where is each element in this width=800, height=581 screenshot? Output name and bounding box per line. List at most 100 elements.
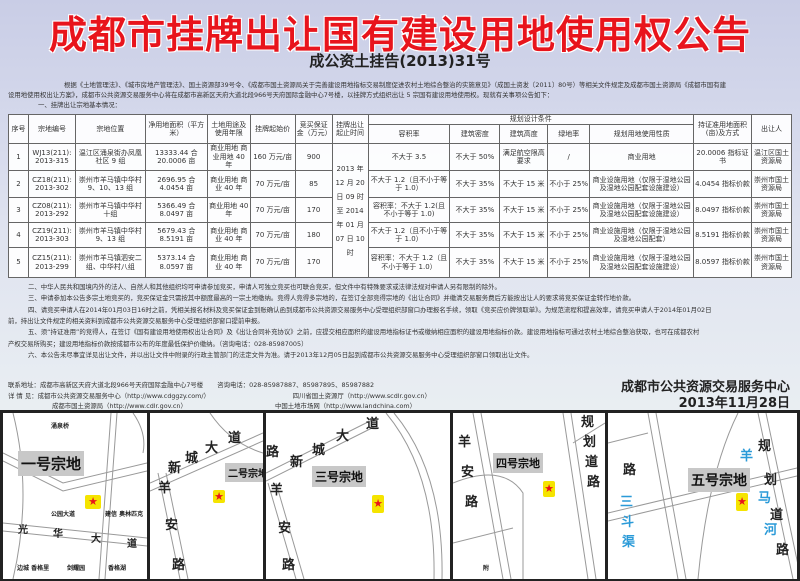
parcel-table: 序号 宗地编号 宗地位置 净用地面积（平方米） 土地用途及使用年限 挂牌起始价 … — [8, 114, 793, 278]
cell-height: 不大于 15 米 — [499, 222, 549, 248]
map-label: 新 — [290, 455, 304, 470]
map-label: 安 — [278, 521, 292, 536]
cell-start-price: 70 万元/亩 — [249, 222, 296, 248]
map-label: 道 — [228, 431, 242, 446]
map-label: 光 — [18, 525, 28, 536]
cell-no: 5 — [8, 247, 29, 278]
parcel-1-marker-icon: ★ — [85, 495, 101, 509]
intro-line: 设用地使用权出让方案》，成都市公共资源交易服务中心将在成都市高新区天府大道北段9… — [8, 91, 554, 99]
parcel-4-tag: 四号宗地 — [493, 453, 543, 473]
cell-grantor: 崇州市国土资源局 — [750, 247, 793, 278]
link-cdlr[interactable]: 成都市国土资源局（http://www.cdlr.gov.cn） — [52, 402, 187, 410]
map-label: 涌泉桥 — [51, 423, 70, 430]
header-no: 序号 — [8, 114, 29, 144]
notice-item: 四、请竞买申请人在2014年01月03日16时之前，凭相关报名材料及竞买保证金到… — [28, 305, 712, 314]
page-title: 成都市挂牌出让国有建设用地使用权公告 — [48, 12, 751, 57]
parcel-2-marker-icon: ★ — [213, 490, 225, 503]
cell-area: 2696.95 合 4.0454 亩 — [144, 170, 208, 198]
cell-code: CZ15(211): 2013-299 — [27, 247, 76, 278]
cell-deposit: 85 — [294, 170, 333, 198]
table-row: 3 CZ08(211): 2013-292 崇州市羊马镇中华村十组 5366.49 合… — [8, 197, 793, 223]
cell-deposit: 900 — [294, 143, 333, 171]
phone-label: 咨询电话： — [217, 381, 250, 389]
cell-no: 3 — [8, 197, 29, 223]
map-label: 羊 — [458, 435, 472, 450]
parcel-1-tag: 一号宗地 — [18, 451, 85, 476]
cell-area: 13333.44 合 20.0006 亩 — [144, 143, 208, 171]
intro-line: 根据《土地管理法》、《城市房地产管理法》、国土资源部39号令、《成都市国土资源局… — [64, 81, 726, 89]
river-label: 河 — [764, 523, 778, 538]
header-nature: 规划用地使用性质 — [589, 124, 695, 144]
cell-nature: 商业用地 — [589, 143, 695, 171]
signature-date: 2013年11月28日 — [678, 396, 790, 411]
cell-nature: 商业设施用地（仅限于湿地公园及湿地公园配套设施建设） — [589, 247, 695, 278]
map-label: 羊 — [270, 483, 284, 498]
map-label: 路 — [465, 495, 479, 510]
cell-no: 4 — [8, 222, 29, 248]
cell-use: 商业用地 商业 40 年 — [206, 222, 251, 248]
header-period: 挂牌出让起止时间 — [331, 114, 369, 144]
river-label: 羊 — [740, 449, 754, 464]
header-quota: 持证准用地面积(亩)及方式 — [693, 114, 752, 144]
header-far: 容积率 — [367, 124, 451, 144]
header-planning: 规划设计条件 — [367, 114, 695, 125]
map-label: 大 — [205, 441, 219, 456]
link-cdggzy[interactable]: 成都市公共资源交易服务中心（http://www.cdggzy.com/） — [37, 392, 210, 400]
cell-use: 商业用地 商业 40 年 — [206, 170, 251, 198]
map-label: 公园大道 — [51, 511, 76, 518]
cell-location: 崇州市羊马镇中华村 9、10、13 组 — [74, 170, 146, 198]
cell-location: 崇州市羊马镇泗安二组、中华村八组 — [74, 247, 146, 278]
map-label: 边城 香格里 — [17, 565, 50, 572]
cell-green: 不小于 25% — [547, 197, 591, 223]
map-label: 路 — [282, 558, 296, 573]
section-heading: 一、挂牌出让宗地基本情况： — [38, 101, 122, 109]
cell-green: 不小于 25% — [547, 222, 591, 248]
table-row: 1 WJ13(211): 2013-315 温江区涌泉街办凤凰社区 9 组 13333… — [8, 143, 793, 278]
cell-start-price: 160 万元/亩 — [249, 143, 296, 171]
map-label: 规 — [581, 415, 595, 430]
header-deposit: 竞买保证金（万元） — [294, 114, 333, 144]
notice-item: 二、中华人民共和国境内外的法人、自然人和其他组织均可申请参加竞买，申请人可独立竞… — [28, 283, 501, 291]
link-scdlr[interactable]: 四川省国土资源厅（http://www.scdlr.gov.cn） — [292, 392, 431, 400]
cell-grantor: 温江区国土资源局 — [750, 143, 793, 171]
road-lines — [453, 413, 605, 579]
map-label: 建信 奥林匹克 — [105, 511, 144, 518]
details-label: 详 情 见： — [8, 392, 38, 400]
map-label: 城 — [185, 451, 199, 466]
cell-quota: 20.0006 指标证书 — [693, 143, 752, 171]
cell-grantor: 崇州市国土资源局 — [750, 222, 793, 248]
map-label: 路 — [587, 475, 601, 490]
contact-address: 联系地址：成都市高新区天府大道北段966号天府国际金融中心7号楼 咨询电话：028… — [8, 380, 798, 391]
header-grantor: 出让人 — [750, 114, 793, 144]
details-line: 详 情 见：成都市公共资源交易服务中心（http://www.cdggzy.co… — [8, 391, 798, 402]
map-label: 道 — [585, 455, 599, 470]
map-parcel-5: 五号宗地 ★ 路 三 斗 渠 羊 马 河 规 划 道 路 — [608, 413, 797, 579]
address-label: 联系地址： — [8, 381, 40, 389]
map-parcel-1: 一号宗地 ★ 涌泉桥 公园大道 建信 奥林匹克 光 华 大 道 边城 香格里 剑… — [3, 413, 147, 579]
parcel-3-tag: 三号宗地 — [312, 466, 367, 487]
parcel-4-marker-icon: ★ — [543, 481, 555, 497]
cell-code: WJ13(211): 2013-315 — [27, 143, 76, 171]
map-label: 香格湖 — [108, 565, 127, 572]
cell-green: / — [547, 143, 591, 171]
cell-use: 商业用地 40 年 — [206, 197, 251, 223]
river-label: 斗 — [621, 515, 635, 530]
header-start-price: 挂牌起始价 — [249, 114, 296, 144]
cell-period: 2013 年 12 月 20 日 09 时 至 2014 年 01 月 07 日… — [331, 143, 369, 278]
link-landchina[interactable]: 中国土地市场网（http://www.landchina.com） — [275, 402, 417, 410]
signature-org: 成都市公共资源交易服务中心 — [620, 380, 790, 395]
map-parcel-3: 三号宗地 ★ 路 新 城 大 道 羊 安 路 — [266, 413, 450, 579]
cell-quota: 8.0597 指标价款 — [693, 247, 752, 278]
cell-grantor: 崇州市国土资源局 — [750, 197, 793, 223]
parcel-2-tag: 二号宗地 — [225, 463, 263, 482]
cell-far: 不大于 3.5 — [367, 143, 451, 171]
header-location: 宗地位置 — [74, 114, 146, 144]
map-label: 羊 — [158, 481, 172, 496]
parcel-3-marker-icon: ★ — [372, 495, 384, 513]
cell-use: 商业用地 商业用地 40 年 — [206, 143, 251, 171]
map-label: 划 — [583, 435, 597, 450]
road-lines — [266, 413, 443, 579]
cell-location: 崇州市羊马镇中华村 9、13 组 — [74, 222, 146, 248]
cell-green: 不小于 25% — [547, 247, 591, 278]
